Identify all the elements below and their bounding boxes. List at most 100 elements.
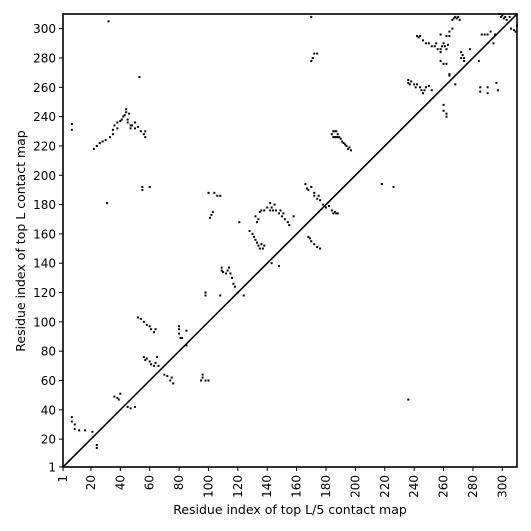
- contact-point: [201, 376, 204, 379]
- contact-point: [436, 48, 439, 51]
- contact-point: [316, 197, 319, 200]
- contact-point: [286, 221, 289, 224]
- contact-point: [325, 206, 327, 209]
- contact-point: [486, 33, 489, 36]
- contact-point: [156, 356, 159, 359]
- contact-point: [442, 109, 445, 112]
- contact-point: [138, 76, 141, 79]
- x-tick-label: 220: [378, 475, 392, 498]
- contact-point: [257, 218, 260, 221]
- contact-point: [225, 272, 228, 275]
- contact-point: [307, 235, 310, 238]
- contact-point: [336, 212, 339, 215]
- contact-point: [335, 130, 338, 133]
- contact-point: [392, 185, 395, 188]
- contact-point: [445, 62, 448, 65]
- contact-point: [269, 209, 272, 212]
- x-tick-label: 140: [260, 475, 274, 498]
- contact-point: [153, 364, 156, 367]
- contact-point: [107, 20, 110, 23]
- contact-point: [104, 139, 107, 142]
- contact-point: [335, 212, 338, 215]
- contact-point: [407, 398, 410, 401]
- contact-point: [479, 90, 482, 93]
- contact-point: [136, 125, 139, 128]
- x-tick-label: 160: [290, 475, 304, 498]
- contact-point: [439, 33, 442, 36]
- contact-point: [148, 325, 151, 328]
- contact-point: [109, 136, 112, 139]
- contact-point: [117, 398, 120, 401]
- y-tick-label: 80: [41, 345, 56, 359]
- contact-point: [229, 272, 232, 275]
- contact-point: [233, 285, 236, 288]
- contact-point: [445, 112, 448, 115]
- contact-point: [136, 316, 139, 319]
- contact-point: [277, 212, 280, 215]
- contact-point: [106, 202, 109, 205]
- contact-point: [463, 59, 466, 62]
- contact-point: [145, 357, 148, 360]
- contact-point: [460, 51, 463, 54]
- contact-point: [327, 205, 330, 208]
- contact-point: [439, 48, 442, 51]
- contact-point: [413, 83, 416, 86]
- contact-point: [317, 194, 320, 197]
- points-layer: [70, 13, 518, 449]
- contact-point: [435, 42, 438, 45]
- y-tick-label: 220: [33, 139, 56, 153]
- contact-point: [125, 111, 128, 114]
- contact-point: [73, 423, 76, 426]
- contact-point: [420, 89, 423, 92]
- contact-point: [213, 191, 216, 194]
- contact-point: [126, 405, 129, 408]
- contact-point: [441, 45, 444, 48]
- contact-point: [111, 133, 114, 136]
- contact-point: [414, 86, 417, 89]
- contact-point: [468, 48, 471, 51]
- y-tick-label: 120: [33, 286, 56, 300]
- contact-point: [454, 83, 457, 86]
- contact-point: [313, 194, 316, 197]
- contact-point: [332, 212, 335, 215]
- contact-point: [273, 203, 276, 206]
- contact-point: [442, 42, 445, 45]
- contact-point: [172, 382, 175, 385]
- contact-point: [496, 89, 499, 92]
- contact-point: [254, 238, 257, 241]
- contact-point: [226, 269, 229, 272]
- contact-point: [113, 124, 116, 127]
- contact-point: [307, 188, 310, 191]
- contact-point: [128, 112, 131, 115]
- y-axis: 1204060801001201401601802002202402602803…: [33, 22, 63, 475]
- contact-point: [98, 142, 101, 145]
- contact-point: [145, 323, 148, 326]
- contact-point: [458, 18, 461, 21]
- contact-point: [181, 336, 184, 339]
- contact-point: [220, 266, 223, 269]
- y-tick-label: 60: [41, 374, 56, 388]
- contact-point: [220, 269, 223, 272]
- contact-point: [125, 108, 128, 111]
- contact-point: [219, 294, 222, 297]
- contact-point: [416, 83, 419, 86]
- contact-point: [150, 328, 153, 331]
- contact-point: [148, 360, 151, 363]
- contact-point: [417, 36, 420, 39]
- x-tick-label: 260: [437, 475, 451, 498]
- contact-point: [228, 266, 231, 269]
- contact-point: [270, 206, 273, 209]
- contact-point: [148, 185, 151, 188]
- contact-point: [439, 59, 442, 62]
- contact-point: [178, 332, 181, 335]
- contact-point: [501, 14, 504, 17]
- contact-point: [348, 146, 351, 149]
- contact-point: [232, 282, 235, 285]
- contact-point: [457, 15, 460, 18]
- contact-point: [514, 30, 517, 33]
- contact-point: [502, 17, 505, 20]
- contact-point: [178, 328, 181, 331]
- contact-point: [248, 229, 251, 232]
- contact-point: [139, 317, 142, 320]
- contact-point: [333, 130, 336, 133]
